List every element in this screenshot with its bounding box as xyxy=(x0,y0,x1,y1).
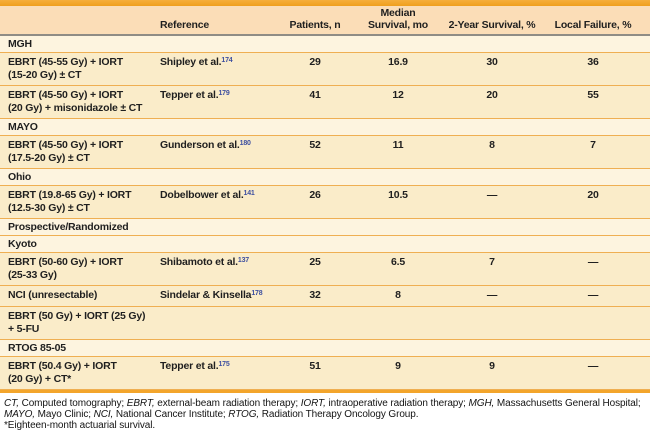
reference-text: Dobelbower et al. xyxy=(160,189,244,201)
treatment-cell: EBRT (19.8-65 Gy) + IORT (12.5-30 Gy) ± … xyxy=(8,189,132,214)
table-footnotes: CT, Computed tomography; EBRT, external-… xyxy=(0,393,650,431)
median-survival-cell: 12 xyxy=(392,89,404,101)
median-survival-cell: 16.9 xyxy=(388,56,408,68)
median-survival-cell: 9 xyxy=(395,360,401,372)
reference-citation-number: 178 xyxy=(251,290,263,297)
column-header-local-failure: Local Failure, % xyxy=(554,19,632,31)
reference-text: Sindelar & Kinsella xyxy=(160,289,252,301)
median-survival-cell: 8 xyxy=(395,289,401,301)
two-year-survival-cell: 9 xyxy=(489,360,495,372)
two-year-survival-cell: — xyxy=(486,189,498,201)
column-header-2-year-survival: 2-Year Survival, % xyxy=(448,19,536,31)
patients-cell: 32 xyxy=(309,289,321,301)
section-label: Prospective/Randomized xyxy=(8,220,129,233)
median-survival-cell: 6.5 xyxy=(391,256,405,268)
table-row: EBRT (50-60 Gy) + IORT (25-33 Gy) Shibamo… xyxy=(0,253,650,286)
local-failure-cell: 55 xyxy=(587,89,599,101)
local-failure-cell: 7 xyxy=(590,139,596,151)
treatment-cell: EBRT (50 Gy) + IORT (25 Gy) + 5-FU xyxy=(8,310,146,335)
local-failure-cell: 20 xyxy=(587,189,599,201)
table-bottom-border xyxy=(0,390,650,393)
two-year-survival-cell: 20 xyxy=(486,89,498,101)
table-top-border xyxy=(0,0,650,6)
section-row: RTOG 85-05 xyxy=(0,340,650,357)
table-header-row: Reference Patients, n Median Survival, m… xyxy=(0,6,650,36)
treatment-cell: EBRT (45-55 Gy) + IORT (15-20 Gy) ± CT xyxy=(8,56,123,81)
table-body: MGH EBRT (45-55 Gy) + IORT (15-20 Gy) ± C… xyxy=(0,36,650,390)
reference-text: Tepper et al. xyxy=(160,89,219,101)
section-row: Kyoto xyxy=(0,236,650,253)
section-label: RTOG 85-05 xyxy=(8,341,66,354)
table-row: EBRT (45-50 Gy) + IORT (20 Gy) + misonid… xyxy=(0,86,650,119)
reference-cell: Tepper et al.175 xyxy=(160,360,282,374)
column-header-median-survival: Median Survival, mo xyxy=(367,7,429,31)
two-year-survival-cell: 30 xyxy=(486,56,498,68)
reference-citation-number: 180 xyxy=(239,140,251,147)
reference-text: Shibamoto et al. xyxy=(160,256,238,268)
local-failure-cell: — xyxy=(587,360,599,372)
patients-cell: 25 xyxy=(309,256,321,268)
reference-citation-number: 175 xyxy=(218,361,230,368)
section-row: MGH xyxy=(0,36,650,53)
reference-text: Gunderson et al. xyxy=(160,139,240,151)
treatment-cell: EBRT (50.4 Gy) + IORT (20 Gy) + CT* xyxy=(8,360,117,385)
patients-cell: 51 xyxy=(309,360,321,372)
two-year-survival-cell: 8 xyxy=(489,139,495,151)
table-row: EBRT (45-50 Gy) + IORT (17.5-20 Gy) ± CT… xyxy=(0,136,650,169)
median-survival-cell: 11 xyxy=(392,139,404,151)
table-row: NCI (unresectable) Sindelar & Kinsella178… xyxy=(0,286,650,307)
treatment-cell: NCI (unresectable) xyxy=(8,289,98,301)
section-row: Ohio xyxy=(0,169,650,186)
table-row: EBRT (50 Gy) + IORT (25 Gy) + 5-FU xyxy=(0,307,650,340)
patients-cell: 26 xyxy=(309,189,321,201)
section-row: MAYO xyxy=(0,119,650,136)
local-failure-cell: 36 xyxy=(587,56,599,68)
treatment-cell: EBRT (45-50 Gy) + IORT (17.5-20 Gy) ± CT xyxy=(8,139,123,164)
table-row: EBRT (45-55 Gy) + IORT (15-20 Gy) ± CT Sh… xyxy=(0,53,650,86)
reference-cell: Dobelbower et al.141 xyxy=(160,189,282,203)
patients-cell: 41 xyxy=(309,89,321,101)
section-row: Prospective/Randomized xyxy=(0,219,650,236)
section-label: MAYO xyxy=(8,120,38,133)
column-header-reference: Reference xyxy=(160,19,209,31)
reference-citation-number: 174 xyxy=(221,57,233,64)
abbreviation-note: CT, Computed tomography; EBRT, external-… xyxy=(4,398,641,420)
two-year-survival-cell: — xyxy=(486,289,498,301)
section-label: Kyoto xyxy=(8,237,37,250)
reference-cell: Gunderson et al.180 xyxy=(160,139,282,153)
treatment-cell: EBRT (45-50 Gy) + IORT (20 Gy) + misonid… xyxy=(8,89,143,114)
patients-cell: 52 xyxy=(309,139,321,151)
reference-text: Shipley et al. xyxy=(160,56,222,68)
reference-cell: Shipley et al.174 xyxy=(160,56,282,70)
treatment-cell: EBRT (50-60 Gy) + IORT (25-33 Gy) xyxy=(8,256,123,281)
table-row: EBRT (19.8-65 Gy) + IORT (12.5-30 Gy) ± … xyxy=(0,186,650,219)
local-failure-cell: — xyxy=(587,289,599,301)
column-header-patients: Patients, n xyxy=(289,19,341,31)
section-label: MGH xyxy=(8,37,32,50)
two-year-survival-cell: 7 xyxy=(489,256,495,268)
median-survival-cell: 10.5 xyxy=(388,189,408,201)
reference-cell: Shibamoto et al.137 xyxy=(160,256,282,270)
reference-citation-number: 141 xyxy=(243,190,255,197)
table-row: EBRT (50.4 Gy) + IORT (20 Gy) + CT* Teppe… xyxy=(0,357,650,390)
reference-citation-number: 137 xyxy=(237,257,249,264)
asterisk-note: *Eighteen-month actuarial survival. xyxy=(4,420,156,431)
section-label: Ohio xyxy=(8,170,32,183)
local-failure-cell: — xyxy=(587,256,599,268)
reference-cell: Tepper et al.179 xyxy=(160,89,282,103)
reference-text: Tepper et al. xyxy=(160,360,219,372)
patients-cell: 29 xyxy=(309,56,321,68)
reference-citation-number: 179 xyxy=(218,90,230,97)
reference-cell: Sindelar & Kinsella178 xyxy=(160,289,282,303)
